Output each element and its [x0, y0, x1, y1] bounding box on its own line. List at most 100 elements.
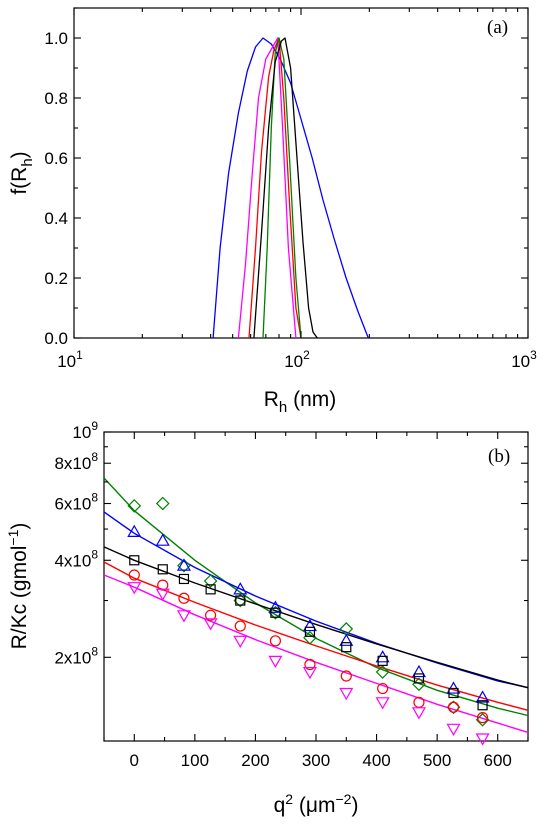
panel-b-x-tick-label-1: 100: [181, 751, 209, 770]
panel-a-y-tick-label-3: 0.6: [44, 149, 68, 168]
panel-a-x-axis-title: Rh (nm): [264, 388, 337, 416]
panel-b-y-tick-label-mantissa-1: 4x10: [54, 551, 91, 570]
panel-b-fit-line-0: [103, 477, 529, 717]
panel-b-y-tick-label-mantissa-3: 8x10: [54, 454, 91, 473]
panel-b-y-tick-label-mantissa-4: 10: [72, 423, 91, 442]
panel-a-series-line-4: [253, 37, 318, 339]
panel-b-point-circle-3-11: [476, 712, 489, 724]
panel-b-zimm-plot: 0 100 200 300 400 500 600 2x1084x1086x1088x108…: [5, 419, 529, 817]
panel-b-x-tick-label-4: 400: [362, 751, 390, 770]
panel-b-y-tick-label-mantissa-0: 2x10: [54, 648, 91, 667]
panel-b-x-axis-title-sup: 2: [285, 791, 293, 807]
panel-b-y-tick-label-exp-1: 8: [91, 547, 98, 561]
panel-b-point-square-2-9: [413, 673, 425, 684]
panel-b-point-circle-3-4: [234, 620, 246, 632]
panel-b-fit-line-3: [103, 561, 529, 711]
panel-a-x-ticks: 101 102 103: [57, 8, 537, 371]
panel-b-label: (b): [488, 446, 510, 467]
panel-a-plot-frame: [73, 7, 529, 339]
panel-b-point-triangle-down-4-4: [233, 635, 248, 649]
panel-b-x-axis-title-main: q: [274, 794, 286, 817]
panel-a-y-axis-title: f(Rh): [8, 151, 36, 194]
panel-b-point-triangle-down-4-5: [268, 655, 283, 669]
panel-b-point-square-2-4: [235, 595, 246, 606]
panel-b-y-tick-label-exp-0: 8: [91, 644, 98, 658]
panel-b-point-square-2-7: [341, 642, 352, 653]
panel-b-y-tick-label-mantissa-2: 6x10: [54, 495, 91, 514]
panel-b-y-axis-title-end: ): [8, 523, 31, 530]
panel-b-point-circle-3-0: [128, 569, 140, 581]
panel-b-point-triangle-up-1-10: [475, 690, 490, 703]
panel-a-x-tick-label-base-1: 10: [284, 352, 303, 371]
panel-a-y-tick-label-4: 0.8: [44, 89, 68, 108]
panel-b-y-tick-label-exp-4: 9: [91, 419, 98, 433]
panel-b-fit-lines: [103, 477, 529, 734]
panel-b-point-circle-3-1: [157, 579, 169, 591]
panel-b-x-tick-label-0: 0: [130, 751, 139, 770]
panel-a-label: (a): [487, 17, 508, 38]
panel-a-x-axis-title-unit: (nm): [287, 388, 336, 411]
panel-b-x-axis-title-unit-sup: −2: [335, 791, 351, 807]
panel-a-x-axis-title-main: R: [264, 388, 279, 411]
panel-b-x-axis-title-end: ): [351, 794, 358, 817]
panel-a-x-tick-label-base-0: 10: [57, 352, 76, 371]
panel-b-point-diamond-0-10: [446, 700, 461, 715]
panel-a-y-tick-label-1: 0.2: [44, 269, 68, 288]
panel-b-point-circle-3-6: [304, 658, 316, 671]
panel-b-point-square-2-3: [205, 584, 216, 595]
panel-b-point-diamond-0-0: [127, 499, 142, 513]
panel-b-y-tick-label-0: 2x108: [54, 644, 98, 667]
panel-b-point-square-2-10: [448, 687, 459, 699]
panel-a-x-tick-label-exp-0: 1: [76, 348, 83, 362]
panel-b-point-triangle-up-1-4: [268, 600, 283, 613]
panel-b-point-triangle-down-4-2: [176, 610, 191, 623]
panel-a-y-ticks: 0.0 0.2 0.4 0.6 0.8 1.0: [44, 7, 528, 348]
panel-a-series-line-3: [262, 37, 302, 339]
panel-b-point-square-2-2: [178, 573, 190, 585]
panel-b-point-square-2-1: [157, 564, 168, 575]
panel-b-point-circle-3-10: [447, 701, 460, 713]
panel-b-point-triangle-up-1-6: [339, 633, 354, 646]
panel-b-point-square-2-6: [304, 626, 316, 637]
panel-b-y-tick-label-4: 109: [72, 419, 98, 442]
panel-b-y-tick-label-3: 8x108: [54, 450, 98, 473]
panel-b-point-square-2-8: [377, 655, 388, 666]
panel-b-y-tick-label-2: 6x108: [54, 491, 98, 514]
panel-b-point-triangle-up-1-5: [302, 618, 317, 632]
panel-b-point-diamond-0-2: [177, 558, 191, 573]
panel-a-x-tick-label-exp-2: 3: [530, 348, 537, 362]
panel-b-point-circle-3-8: [377, 682, 389, 695]
panel-b-point-triangle-down-4-11: [475, 733, 490, 746]
panel-b-point-triangle-down-4-9: [411, 707, 427, 720]
panel-b-y-tick-label-exp-3: 8: [91, 450, 98, 464]
panel-b-point-circle-3-7: [340, 670, 352, 682]
panel-b-x-tick-label-3: 300: [302, 751, 330, 770]
panel-b-y-axis-title-sup: −1: [5, 529, 21, 545]
panel-b-x-ticks: 0 100 200 300 400 500 600: [103, 432, 529, 770]
panel-b-point-square-2-0: [129, 555, 140, 566]
panel-a-x-tick-label-0: 101: [57, 348, 83, 371]
panel-b-point-triangle-down-4-1: [155, 588, 170, 601]
panel-a-series-line-2: [248, 37, 302, 339]
panel-b-point-triangle-down-4-10: [446, 723, 461, 737]
panel-a-x-tick-label-base-2: 10: [511, 352, 530, 371]
panel-b-x-axis-title: q2 (μm−2): [274, 791, 359, 817]
panel-b-point-circle-3-9: [413, 696, 425, 708]
panel-b-point-triangle-up-1-9: [446, 681, 461, 694]
panel-a-y-tick-label-2: 0.4: [44, 209, 68, 228]
panel-b-point-triangle-up-1-1: [155, 533, 170, 546]
panel-a-y-tick-label-0: 0.0: [44, 329, 68, 348]
panel-a-x-tick-label-2: 103: [511, 348, 537, 371]
panel-b-point-circle-3-5: [269, 635, 282, 647]
panel-b-point-diamond-0-3: [203, 574, 218, 588]
panel-b-point-square-2-11: [477, 700, 488, 711]
panel-b-y-tick-label-exp-2: 8: [91, 491, 98, 505]
panel-b-point-square-2-5: [270, 607, 281, 618]
panel-b-fit-line-2: [103, 546, 529, 689]
panel-b-x-tick-label-6: 600: [484, 751, 512, 770]
panel-b-point-circle-3-2: [178, 592, 190, 604]
panel-a-y-axis-title-sub: h: [19, 158, 36, 166]
panel-b-x-tick-label-5: 500: [423, 751, 451, 770]
panel-b-point-triangle-up-1-0: [127, 524, 142, 537]
